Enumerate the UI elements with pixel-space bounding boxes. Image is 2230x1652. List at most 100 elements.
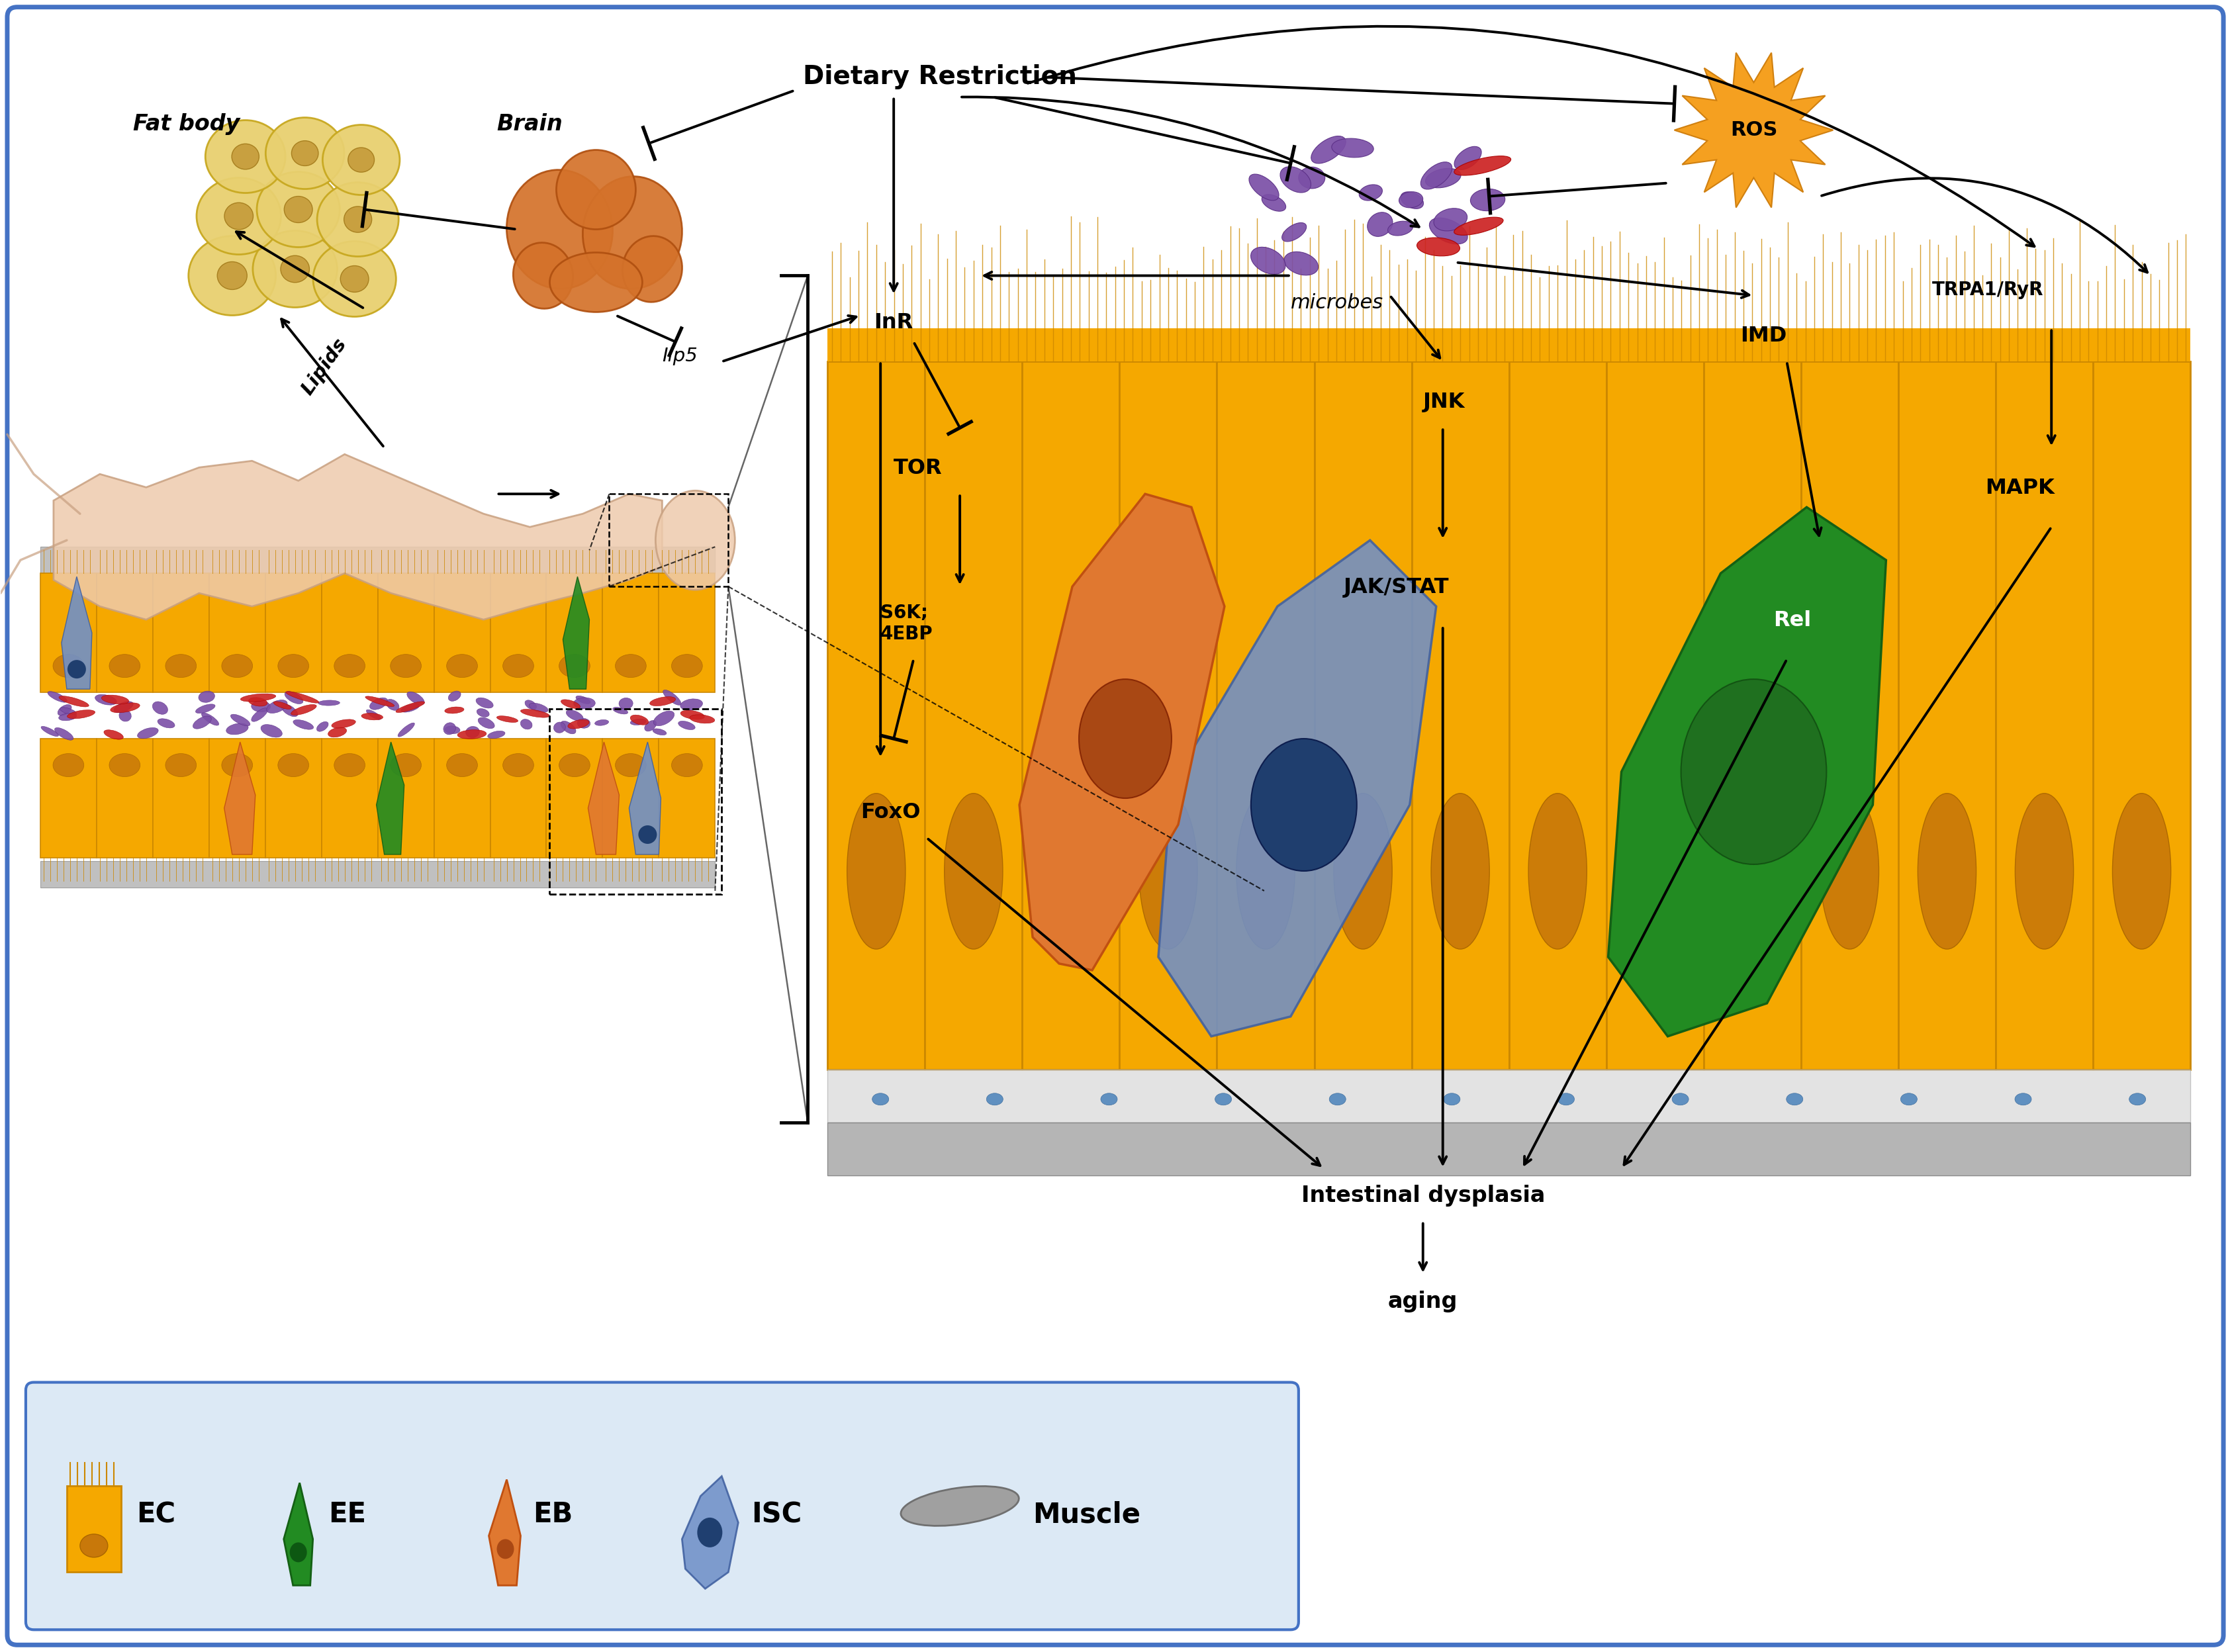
Ellipse shape — [662, 691, 680, 705]
Polygon shape — [1157, 540, 1436, 1036]
Polygon shape — [488, 1480, 520, 1586]
Ellipse shape — [67, 659, 87, 679]
Ellipse shape — [105, 730, 123, 740]
Polygon shape — [283, 1483, 312, 1586]
Polygon shape — [1021, 362, 1119, 1069]
Ellipse shape — [1900, 1094, 1918, 1105]
Polygon shape — [827, 362, 925, 1069]
Ellipse shape — [671, 753, 702, 776]
Ellipse shape — [361, 714, 384, 720]
Ellipse shape — [1215, 1094, 1231, 1105]
Ellipse shape — [328, 727, 346, 737]
Ellipse shape — [631, 719, 647, 725]
Ellipse shape — [1559, 1094, 1574, 1105]
Ellipse shape — [114, 702, 134, 712]
Ellipse shape — [165, 753, 196, 776]
Ellipse shape — [678, 720, 696, 730]
Ellipse shape — [575, 695, 591, 704]
Ellipse shape — [1249, 173, 1278, 200]
Ellipse shape — [1429, 218, 1467, 244]
FancyBboxPatch shape — [27, 1383, 1298, 1631]
Ellipse shape — [560, 720, 575, 733]
Polygon shape — [827, 329, 2190, 362]
Ellipse shape — [1367, 213, 1394, 236]
Ellipse shape — [444, 722, 455, 735]
Polygon shape — [225, 742, 254, 854]
Ellipse shape — [252, 231, 337, 307]
Ellipse shape — [366, 695, 395, 707]
Ellipse shape — [653, 729, 667, 735]
Ellipse shape — [334, 753, 366, 776]
Ellipse shape — [332, 719, 355, 729]
Ellipse shape — [1280, 167, 1311, 193]
Ellipse shape — [292, 140, 319, 165]
Ellipse shape — [112, 702, 140, 712]
Ellipse shape — [680, 710, 705, 719]
Ellipse shape — [613, 707, 629, 714]
Polygon shape — [210, 573, 265, 692]
Polygon shape — [2094, 362, 2190, 1069]
Ellipse shape — [520, 709, 549, 717]
Polygon shape — [1412, 362, 1510, 1069]
Ellipse shape — [40, 727, 58, 737]
Text: Muscle: Muscle — [1032, 1500, 1140, 1528]
Ellipse shape — [54, 727, 74, 740]
Ellipse shape — [689, 715, 714, 724]
Ellipse shape — [1425, 169, 1461, 188]
Ellipse shape — [1443, 1094, 1461, 1105]
Ellipse shape — [274, 702, 292, 709]
Ellipse shape — [103, 695, 129, 704]
Ellipse shape — [631, 715, 649, 725]
Polygon shape — [546, 573, 602, 692]
Ellipse shape — [109, 753, 140, 776]
Ellipse shape — [446, 654, 477, 677]
Ellipse shape — [444, 707, 464, 714]
Ellipse shape — [265, 117, 343, 188]
Ellipse shape — [158, 719, 174, 729]
Ellipse shape — [1079, 679, 1171, 798]
Polygon shape — [62, 577, 91, 689]
Ellipse shape — [457, 730, 486, 738]
Ellipse shape — [221, 654, 252, 677]
Ellipse shape — [54, 654, 85, 677]
Polygon shape — [589, 742, 620, 854]
Ellipse shape — [58, 695, 89, 707]
Polygon shape — [546, 738, 602, 857]
Ellipse shape — [1284, 251, 1318, 276]
Ellipse shape — [569, 720, 589, 729]
Text: ROS: ROS — [1730, 121, 1777, 140]
Ellipse shape — [138, 727, 158, 738]
Text: ISC: ISC — [752, 1500, 803, 1528]
Ellipse shape — [1298, 167, 1325, 188]
Ellipse shape — [366, 710, 381, 720]
Polygon shape — [40, 573, 96, 692]
Text: Dietary Restriction: Dietary Restriction — [803, 64, 1077, 89]
Ellipse shape — [198, 691, 214, 702]
Ellipse shape — [370, 697, 388, 710]
Ellipse shape — [477, 709, 488, 717]
Ellipse shape — [680, 699, 702, 710]
Ellipse shape — [341, 266, 368, 292]
Ellipse shape — [649, 697, 676, 705]
Ellipse shape — [230, 714, 250, 725]
Polygon shape — [827, 1069, 2190, 1122]
Ellipse shape — [1454, 155, 1512, 175]
Text: EE: EE — [328, 1500, 366, 1528]
Polygon shape — [1510, 362, 1606, 1069]
Ellipse shape — [2016, 793, 2074, 950]
Ellipse shape — [620, 697, 633, 709]
Text: IMD: IMD — [1739, 325, 1786, 347]
Ellipse shape — [448, 691, 462, 700]
Text: MAPK: MAPK — [1985, 477, 2054, 499]
Ellipse shape — [256, 172, 339, 248]
Polygon shape — [1119, 362, 1218, 1069]
Ellipse shape — [54, 753, 85, 776]
Ellipse shape — [595, 720, 609, 725]
Text: Lipids: Lipids — [299, 335, 350, 398]
Polygon shape — [67, 1487, 120, 1573]
Ellipse shape — [58, 705, 71, 715]
Ellipse shape — [1398, 192, 1423, 208]
Polygon shape — [1704, 362, 1802, 1069]
Polygon shape — [602, 573, 658, 692]
Ellipse shape — [290, 704, 317, 715]
